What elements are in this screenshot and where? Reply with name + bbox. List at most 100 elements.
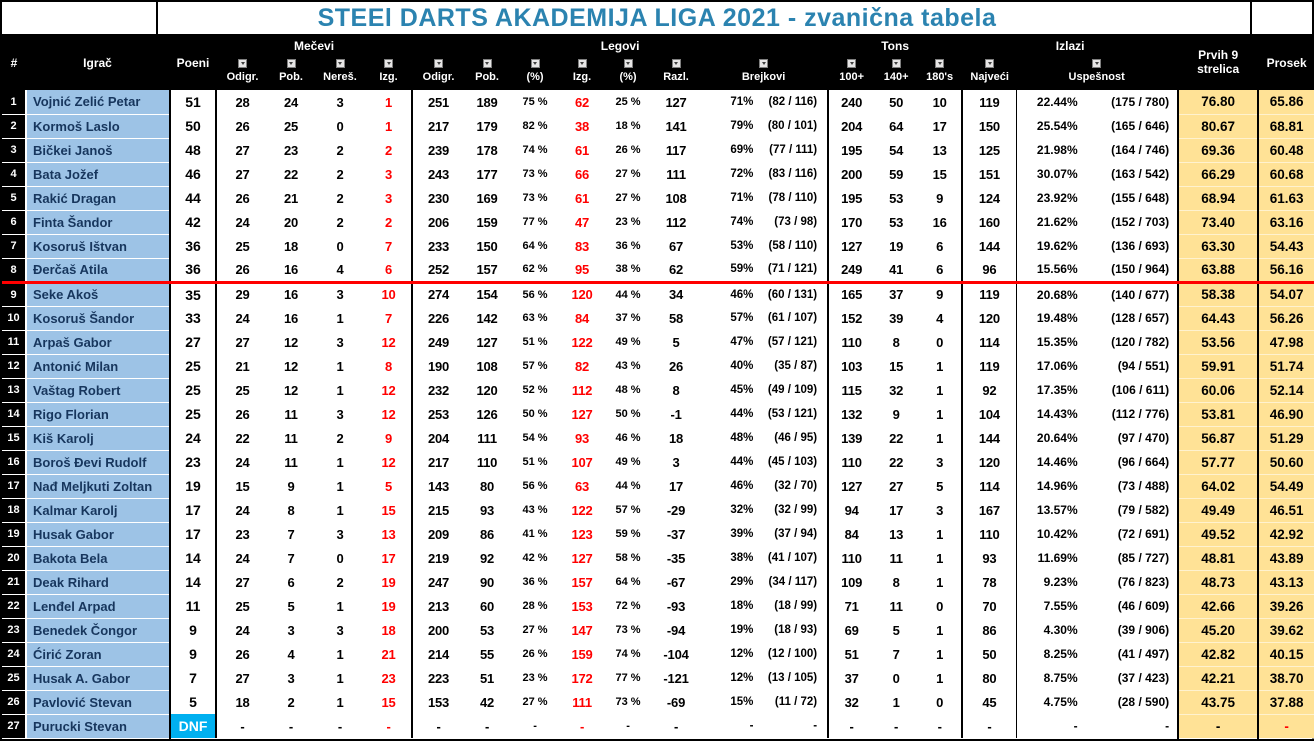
col-header-label: 100+ [839, 71, 865, 83]
legs-won-pct-cell: 56 % [522, 480, 548, 492]
breaks-cell: 39% (37 / 94) [730, 528, 818, 540]
filter-icon[interactable] [530, 59, 540, 68]
filter-icon[interactable] [384, 59, 394, 68]
matches-won-cell: 21 [283, 190, 299, 206]
matches-lost-cell: 7 [385, 238, 393, 254]
legs-lost-pct-cell: 77 % [615, 672, 641, 684]
matches-played-cell: 26 [215, 642, 268, 666]
col-header-label: Izg. [572, 71, 592, 83]
highest-checkout-cell: 96 [961, 258, 1017, 284]
legs-diff-cell: 108 [665, 190, 687, 206]
legs-diff-cell: -29 [666, 502, 686, 518]
checkout-success-cell: 7.55% (46 / 609) [1015, 594, 1179, 618]
first9-cell: 49.52 [1177, 522, 1259, 547]
legs-lost-pct-cell: 23 % [615, 216, 641, 228]
legs-won-cell: 178 [476, 142, 498, 158]
points-cell: 36 [169, 258, 216, 284]
breaks-cell: 32% (32 / 99) [730, 504, 818, 516]
tons-180-cell: 9 [936, 190, 944, 206]
filter-icon[interactable] [671, 59, 681, 68]
player-name: Rigo Florian [26, 402, 171, 427]
legs-lost-cell: 47 [575, 214, 590, 230]
matches-lost-cell: 7 [385, 310, 393, 326]
filter-icon[interactable] [985, 59, 995, 68]
tons-140-cell: 37 [889, 287, 904, 303]
matches-won-cell: 12 [283, 358, 299, 374]
tons-180-cell: 1 [936, 574, 944, 590]
legs-won-cell: 92 [480, 550, 495, 566]
tons-100-cell: 84 [827, 522, 875, 546]
col-header-brejkovi: Brejkovi [700, 56, 829, 90]
matches-won-cell: 3 [287, 670, 295, 686]
legs-won-pct-cell: 52 % [522, 384, 548, 396]
rank-cell: 9 [2, 282, 27, 307]
legs-diff-cell: -35 [666, 550, 686, 566]
filter-icon[interactable] [335, 59, 345, 68]
tons-100-cell: 139 [827, 426, 875, 450]
first9-cell: 66.29 [1177, 162, 1259, 187]
filter-icon[interactable] [286, 59, 296, 68]
matches-lost-cell: 3 [385, 190, 393, 206]
breaks-cell: 74% (73 / 98) [730, 216, 818, 228]
average-cell: 56.26 [1257, 306, 1314, 331]
legs-won-pct-cell: 73 % [522, 168, 548, 180]
rank-cell: 2 [2, 114, 27, 139]
legs-lost-cell: 66 [575, 166, 590, 182]
legs-played-cell: 253 [411, 402, 465, 426]
checkout-success-cell: 4.75% (28 / 590) [1015, 690, 1179, 714]
breaks-cell: 12% (12 / 100) [730, 648, 818, 660]
matches-lost-cell: 18 [381, 622, 396, 638]
filter-icon[interactable] [482, 59, 492, 68]
col-header-label: Izg. [379, 71, 398, 83]
legs-lost-cell: 93 [575, 430, 590, 446]
player-name: Husak A. Gabor [26, 666, 171, 691]
filter-icon[interactable] [434, 59, 444, 68]
breaks-cell: 18% (18 / 99) [730, 600, 818, 612]
group-header-mecevi: Mečevi [214, 36, 413, 56]
points-cell: 44 [169, 186, 216, 210]
matches-lost-cell: 21 [381, 646, 396, 662]
legs-won-pct-cell: 82 % [522, 120, 548, 132]
legs-won-cell: 179 [476, 118, 498, 134]
filter-icon[interactable] [891, 59, 901, 68]
tons-100-cell: - [827, 714, 875, 738]
col-header-razl: Razl. [652, 56, 701, 90]
matches-played-cell: 25 [215, 234, 268, 258]
points-cell: 51 [169, 90, 216, 114]
breaks-cell: 53% (58 / 110) [730, 240, 818, 252]
highest-checkout-cell: 92 [961, 378, 1017, 402]
breaks-cell: 29% (34 / 117) [730, 576, 818, 588]
legs-diff-cell: -104 [663, 646, 689, 662]
filter-icon[interactable] [623, 59, 633, 68]
legs-won-cell: 111 [477, 430, 497, 446]
col-header-label: Pob. [279, 71, 303, 83]
player-name: Kalmar Karolj [26, 498, 171, 523]
legs-won-cell: 189 [476, 94, 498, 110]
matches-played-cell: 29 [215, 282, 268, 306]
filter-icon[interactable] [759, 59, 769, 68]
filter-icon[interactable] [935, 59, 945, 68]
tons-140-cell: 11 [889, 550, 903, 566]
legs-lost-cell: 172 [571, 670, 593, 686]
rank-cell: 25 [2, 666, 27, 691]
legs-lost-pct-cell: 64 % [615, 576, 641, 588]
tons-140-cell: 53 [889, 190, 904, 206]
legs-won-cell: 51 [480, 670, 495, 686]
rank-cell: 13 [2, 378, 27, 403]
filter-icon[interactable] [238, 59, 247, 68]
filter-icon[interactable] [1092, 59, 1102, 68]
legs-diff-cell: -67 [666, 574, 686, 590]
tons-180-cell: - [937, 718, 942, 734]
legs-diff-cell: 58 [669, 310, 684, 326]
first9-cell: 68.94 [1177, 186, 1259, 211]
filter-icon[interactable] [577, 59, 587, 68]
matches-played-cell: 28 [215, 90, 268, 114]
matches-lost-cell: 2 [385, 214, 393, 230]
matches-played-cell: 25 [215, 378, 268, 402]
matches-lost-cell: 9 [385, 430, 393, 446]
group-header-tons: Tons [827, 36, 963, 56]
filter-icon[interactable] [847, 59, 857, 68]
matches-lost-cell: 12 [381, 382, 396, 398]
matches-drawn-cell: 4 [314, 258, 366, 284]
page-title: STEEl DARTS AKADEMIJA LIGA 2021 - zvanič… [317, 3, 997, 32]
